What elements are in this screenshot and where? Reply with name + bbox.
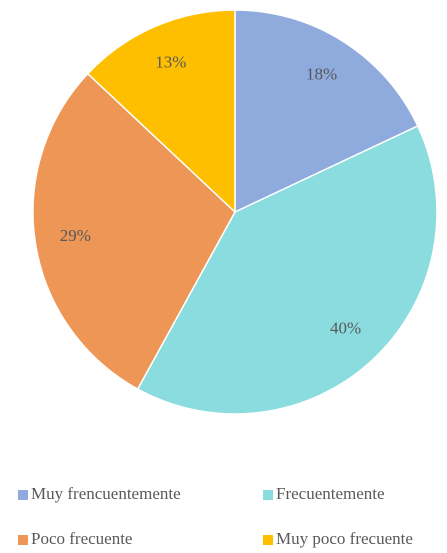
pie-slice — [136, 124, 438, 415]
legend-swatch — [18, 535, 28, 545]
data-label: 18% — [306, 64, 337, 83]
legend-label: Poco frecuente — [31, 529, 132, 548]
data-label: 40% — [330, 319, 361, 338]
legend-label: Frecuentemente — [276, 484, 385, 503]
pie-slice — [86, 9, 236, 214]
legend-label: Muy frencuentemente — [31, 484, 181, 503]
data-label: 29% — [60, 226, 91, 245]
legend-label: Muy poco frecuente — [276, 529, 413, 548]
pie-slice — [234, 9, 419, 214]
data-label: 13% — [155, 53, 186, 72]
pie-slice — [32, 72, 236, 391]
legend-swatch — [263, 490, 273, 500]
legend-swatch — [18, 490, 28, 500]
legend-swatch — [263, 535, 273, 545]
